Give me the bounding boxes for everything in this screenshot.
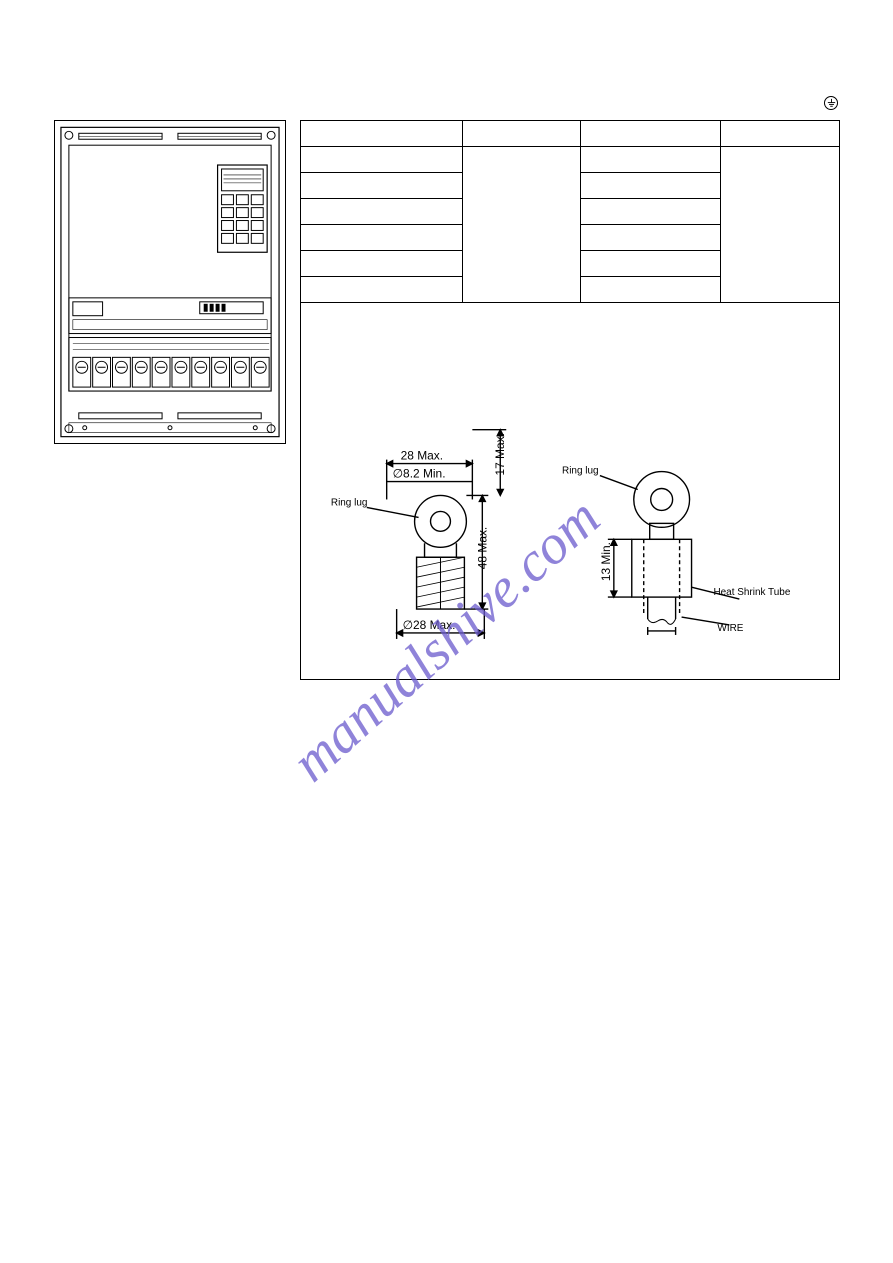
ground-icon: [824, 96, 838, 110]
spec-table: [300, 120, 840, 303]
table-header: [462, 121, 581, 147]
dim-48max: 48 Max.: [475, 527, 489, 569]
table-cell: [581, 277, 721, 303]
table-cell: [301, 199, 463, 225]
ring-lug-diagram: 28 Max. ∅8.2 Min. Ring lug: [300, 300, 840, 680]
header-caption: [300, 96, 840, 110]
table-header: [581, 121, 721, 147]
table-cell: [581, 199, 721, 225]
label-wire: WIRE: [717, 623, 743, 634]
table-cell: [581, 251, 721, 277]
dim-dia28max: ∅28 Max.: [403, 618, 456, 632]
table-header: [301, 121, 463, 147]
table-cell: [301, 251, 463, 277]
table-cell: [462, 147, 581, 303]
table-header: [721, 121, 840, 147]
table-cell: [581, 173, 721, 199]
table-cell: [301, 277, 463, 303]
device-drawing: [54, 120, 286, 444]
table-cell: [581, 147, 721, 173]
table-cell: [301, 147, 463, 173]
table-header-row: [301, 121, 840, 147]
label-heat-shrink: Heat Shrink Tube: [713, 587, 790, 598]
dim-17max: 17 Max.: [493, 433, 507, 475]
dim-8-2min: ∅8.2 Min.: [393, 467, 446, 481]
dim-28max: 28 Max.: [401, 449, 443, 463]
table-cell: [721, 147, 840, 303]
table-cell: [301, 173, 463, 199]
label-ring-lug-left: Ring lug: [331, 497, 368, 508]
table-cell: [301, 225, 463, 251]
label-ring-lug-right: Ring lug: [562, 466, 599, 477]
table-cell: [581, 225, 721, 251]
dim-13min: 13 Min.: [599, 542, 613, 581]
table-row: [301, 147, 840, 173]
